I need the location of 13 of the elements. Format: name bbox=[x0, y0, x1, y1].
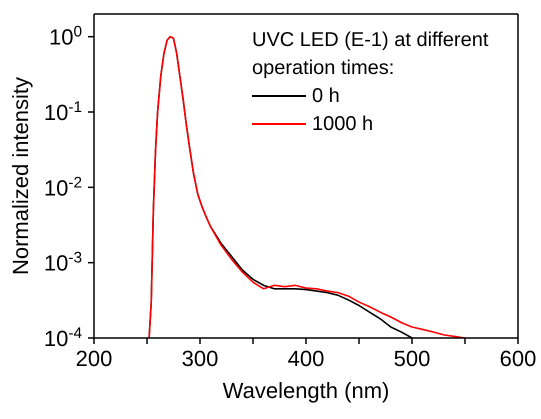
y-tick-label: 10$^{-1}$ bbox=[44, 98, 82, 126]
legend-title: UVC LED (E-1) at different operation times: bbox=[252, 28, 490, 81]
legend-label: 1000 h bbox=[312, 112, 374, 137]
y-axis-title: Normalized intensity bbox=[8, 76, 33, 276]
x-tick-label: 500 bbox=[394, 346, 430, 371]
x-tick-label: 400 bbox=[288, 346, 324, 371]
x-tick-label: 600 bbox=[500, 346, 536, 371]
legend-label: 0 h bbox=[312, 84, 340, 109]
x-tick-label: 300 bbox=[182, 346, 218, 371]
y-tick-label: 10$^{-3}$ bbox=[44, 249, 82, 276]
x-axis-title: Wavelength (nm) bbox=[222, 378, 390, 403]
y-tick-label: 10$^{-2}$ bbox=[44, 174, 82, 200]
y-tick-label: 10$^{0}$ bbox=[48, 23, 82, 50]
